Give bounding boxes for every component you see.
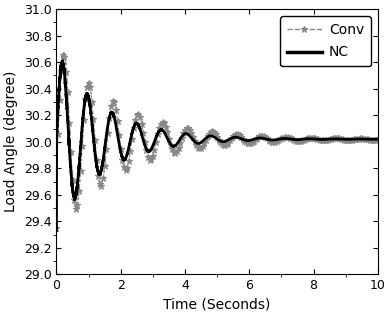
NC <box>352 137 357 141</box>
Conv <box>117 136 122 140</box>
Conv <box>277 138 281 142</box>
Y-axis label: Load Angle (degree): Load Angle (degree) <box>4 71 18 212</box>
NC <box>209 134 214 138</box>
Legend: Conv, NC: Conv, NC <box>280 16 371 66</box>
Line: NC: NC <box>57 61 378 231</box>
NC <box>54 229 59 233</box>
Conv <box>209 130 214 133</box>
NC <box>355 137 359 141</box>
Conv <box>376 137 380 141</box>
NC <box>117 144 122 148</box>
NC <box>277 137 281 141</box>
Conv <box>355 137 359 141</box>
Conv <box>344 138 349 142</box>
NC <box>344 137 349 141</box>
NC <box>376 137 380 141</box>
NC <box>60 59 65 63</box>
Conv <box>352 137 357 141</box>
Conv <box>54 226 59 230</box>
X-axis label: Time (Seconds): Time (Seconds) <box>163 298 271 312</box>
Line: Conv: Conv <box>53 49 381 232</box>
Conv <box>62 51 66 54</box>
